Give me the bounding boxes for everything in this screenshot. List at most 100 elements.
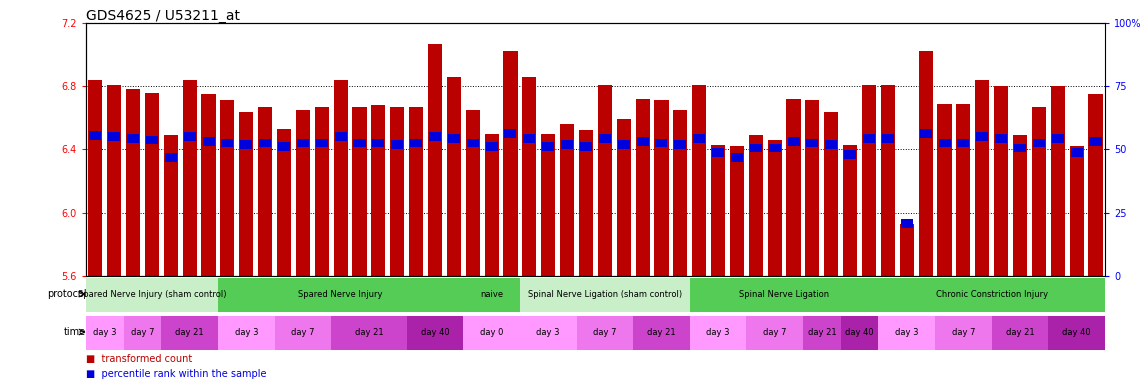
Bar (1013, 135, 1027, 276)
Text: day 0: day 0 (480, 328, 504, 336)
Text: time: time (64, 327, 86, 337)
Bar (633, 316, 689, 350)
Text: day 40: day 40 (845, 328, 874, 336)
Bar (278, 142, 290, 151)
Bar (560, 124, 574, 276)
Text: Chronic Constriction Injury: Chronic Constriction Injury (935, 290, 1048, 299)
Bar (392, 141, 403, 149)
Text: GDS4625 / U53211_at: GDS4625 / U53211_at (86, 9, 239, 23)
Bar (878, 316, 935, 350)
Bar (220, 101, 235, 276)
Bar (635, 99, 649, 276)
Text: day 21: day 21 (355, 328, 384, 336)
Text: protocol: protocol (47, 289, 86, 299)
Bar (218, 316, 275, 350)
Bar (277, 129, 291, 276)
Bar (840, 316, 878, 350)
Bar (939, 139, 950, 147)
Bar (806, 139, 819, 147)
Bar (406, 316, 464, 350)
Bar (1032, 107, 1045, 276)
Bar (353, 107, 366, 276)
Text: day 7: day 7 (951, 328, 976, 336)
Bar (843, 145, 858, 276)
Bar (203, 137, 214, 146)
Bar (992, 316, 1049, 350)
Bar (334, 132, 347, 141)
Bar (447, 77, 461, 276)
Text: day 7: day 7 (291, 328, 315, 336)
Bar (258, 107, 273, 276)
Text: day 21: day 21 (807, 328, 836, 336)
Text: Spared Nerve Injury (sham control): Spared Nerve Injury (sham control) (78, 290, 227, 299)
Bar (617, 119, 631, 276)
Bar (674, 141, 686, 149)
Text: day 7: day 7 (763, 328, 787, 336)
Text: Spared Nerve Injury: Spared Nerve Injury (299, 290, 382, 299)
Text: day 7: day 7 (593, 328, 617, 336)
Bar (1033, 139, 1045, 147)
Bar (900, 224, 914, 276)
Bar (448, 134, 460, 143)
Bar (844, 150, 856, 159)
Bar (429, 132, 441, 141)
Bar (617, 141, 630, 149)
Bar (390, 107, 404, 276)
Bar (711, 145, 725, 276)
Bar (995, 134, 1008, 143)
Bar (1071, 148, 1083, 157)
Bar (259, 139, 271, 147)
Bar (878, 278, 1105, 312)
Bar (316, 139, 327, 147)
Bar (673, 110, 687, 276)
Bar (692, 84, 706, 276)
Bar (239, 111, 253, 276)
Bar (935, 316, 992, 350)
Bar (504, 51, 518, 276)
Bar (882, 134, 894, 143)
Bar (598, 84, 611, 276)
Bar (522, 77, 536, 276)
Bar (410, 139, 423, 147)
Bar (1014, 144, 1026, 152)
Bar (485, 142, 498, 151)
Bar (127, 134, 139, 143)
Bar (919, 129, 932, 138)
Bar (918, 51, 933, 276)
Bar (124, 316, 161, 350)
Text: day 21: day 21 (647, 328, 676, 336)
Bar (655, 101, 669, 276)
Bar (637, 137, 648, 146)
Bar (976, 80, 989, 276)
Bar (108, 132, 120, 141)
Text: naive: naive (480, 290, 503, 299)
Bar (881, 84, 895, 276)
Bar (182, 80, 197, 276)
Bar (712, 148, 724, 157)
Bar (164, 135, 177, 276)
Bar (768, 144, 781, 152)
Bar (693, 134, 705, 143)
Bar (218, 278, 464, 312)
Bar (520, 316, 577, 350)
Bar (655, 139, 668, 147)
Bar (787, 99, 800, 276)
Bar (161, 316, 218, 350)
Bar (354, 139, 365, 147)
Bar (484, 134, 499, 276)
Bar (561, 141, 574, 149)
Bar (108, 84, 121, 276)
Bar (409, 107, 424, 276)
Text: ■  percentile rank within the sample: ■ percentile rank within the sample (86, 369, 267, 379)
Bar (579, 131, 593, 276)
Text: day 3: day 3 (895, 328, 918, 336)
Text: day 40: day 40 (420, 328, 449, 336)
Text: day 7: day 7 (131, 328, 155, 336)
Bar (89, 131, 101, 140)
Bar (956, 104, 971, 276)
Bar (862, 84, 876, 276)
Bar (543, 142, 554, 151)
Bar (202, 94, 215, 276)
Text: Spinal Nerve Ligation (sham control): Spinal Nerve Ligation (sham control) (528, 290, 682, 299)
Bar (1090, 137, 1101, 146)
